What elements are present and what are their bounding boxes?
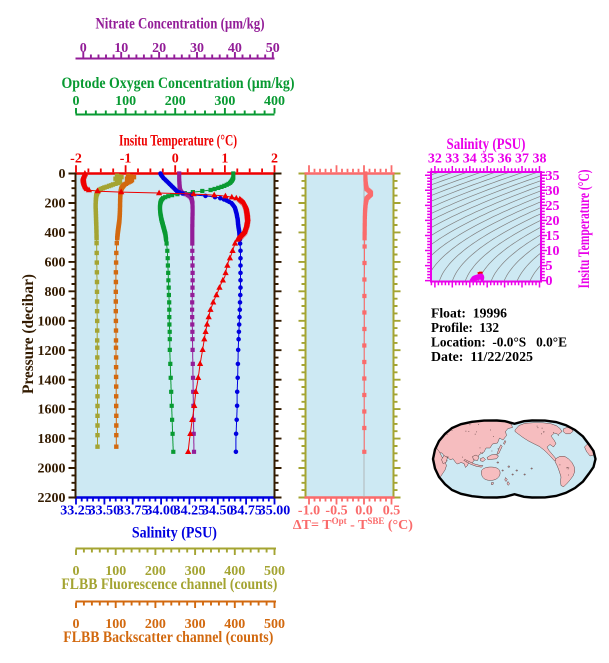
svg-text:25: 25	[546, 199, 560, 214]
svg-text:37: 37	[515, 152, 529, 167]
svg-text:0: 0	[80, 41, 87, 56]
svg-text:33.25: 33.25	[60, 504, 92, 519]
svg-text:200: 200	[145, 617, 166, 632]
svg-text:Location: -0.0°S 0.0°E: Location: -0.0°S 0.0°E	[431, 336, 567, 351]
svg-text:Salinity (PSU): Salinity (PSU)	[132, 525, 217, 542]
svg-text:10: 10	[114, 41, 128, 56]
svg-text:0.0: 0.0	[355, 504, 373, 519]
svg-text:35.00: 35.00	[259, 504, 291, 519]
svg-text:Nitrate Concentration (µm/kg): Nitrate Concentration (µm/kg)	[96, 16, 265, 33]
svg-text:2000: 2000	[38, 462, 66, 477]
svg-text:-0.5: -0.5	[325, 504, 347, 519]
svg-text:Float: 19996: Float: 19996	[431, 307, 507, 322]
svg-text:-2: -2	[70, 152, 82, 167]
svg-text:0: 0	[73, 617, 80, 632]
svg-text:-1: -1	[120, 152, 132, 167]
svg-text:34.00: 34.00	[145, 504, 177, 519]
svg-text:0: 0	[59, 167, 66, 182]
svg-text:Insitu Temperature (°C): Insitu Temperature (°C)	[576, 170, 593, 289]
svg-text:Insitu Temperature (°C): Insitu Temperature (°C)	[119, 133, 237, 150]
svg-text:35: 35	[546, 169, 560, 184]
svg-text:100: 100	[105, 617, 126, 632]
svg-text:34.25: 34.25	[174, 504, 206, 519]
svg-text:20: 20	[152, 41, 166, 56]
svg-text:1600: 1600	[38, 403, 66, 418]
svg-text:Profile: 132: Profile: 132	[431, 321, 499, 336]
svg-text:32: 32	[428, 152, 442, 167]
svg-text:400: 400	[224, 564, 245, 579]
svg-text:1200: 1200	[38, 344, 66, 359]
svg-text:FLBB Fluorescence channel (cou: FLBB Fluorescence channel (counts)	[61, 576, 277, 593]
svg-text:100: 100	[115, 94, 136, 109]
svg-text:200: 200	[45, 197, 66, 212]
svg-text:30: 30	[190, 41, 204, 56]
svg-text:300: 300	[185, 564, 206, 579]
svg-text:100: 100	[105, 564, 126, 579]
svg-text:0: 0	[172, 152, 179, 167]
svg-text:33.75: 33.75	[117, 504, 149, 519]
svg-text:38: 38	[533, 152, 547, 167]
svg-text:Salinity (PSU): Salinity (PSU)	[447, 136, 526, 153]
svg-text:600: 600	[45, 256, 66, 271]
svg-text:20: 20	[546, 214, 560, 229]
svg-text:33.50: 33.50	[89, 504, 121, 519]
svg-text:300: 300	[185, 617, 206, 632]
svg-text:400: 400	[264, 94, 285, 109]
svg-text:0: 0	[73, 94, 80, 109]
svg-text:10: 10	[546, 244, 560, 259]
svg-text:400: 400	[224, 617, 245, 632]
svg-text:ΔT= TOpt - TSBE (°C): ΔT= TOpt - TSBE (°C)	[293, 516, 413, 533]
svg-text:2: 2	[271, 152, 278, 167]
svg-text:1000: 1000	[38, 314, 66, 329]
svg-text:200: 200	[145, 564, 166, 579]
svg-text:200: 200	[165, 94, 186, 109]
svg-text:Date: 11/22/2025: Date: 11/22/2025	[431, 350, 533, 365]
svg-text:36: 36	[498, 152, 512, 167]
svg-text:0: 0	[73, 564, 80, 579]
svg-text:33: 33	[445, 152, 459, 167]
svg-text:5: 5	[546, 259, 553, 274]
svg-text:40: 40	[228, 41, 242, 56]
svg-text:1400: 1400	[38, 373, 66, 388]
svg-text:500: 500	[264, 564, 285, 579]
svg-text:34.50: 34.50	[202, 504, 234, 519]
svg-text:Pressure (decibar): Pressure (decibar)	[20, 274, 37, 394]
svg-text:0: 0	[546, 274, 553, 289]
svg-text:1800: 1800	[38, 432, 66, 447]
svg-text:34.75: 34.75	[230, 504, 262, 519]
svg-text:35: 35	[480, 152, 494, 167]
svg-text:0.5: 0.5	[383, 504, 401, 519]
svg-text:1: 1	[221, 152, 228, 167]
svg-text:34: 34	[463, 152, 477, 167]
svg-text:FLBB Backscatter channel (coun: FLBB Backscatter channel (counts)	[63, 629, 273, 646]
svg-text:30: 30	[546, 184, 560, 199]
svg-text:15: 15	[546, 229, 560, 244]
svg-text:500: 500	[264, 617, 285, 632]
svg-text:400: 400	[45, 226, 66, 241]
svg-text:800: 800	[45, 285, 66, 300]
svg-text:2200: 2200	[38, 491, 66, 506]
svg-text:300: 300	[214, 94, 235, 109]
svg-text:Optode Oxygen Concentration (µ: Optode Oxygen Concentration (µm/kg)	[62, 75, 295, 92]
svg-text:-1.0: -1.0	[298, 504, 320, 519]
svg-text:50: 50	[266, 41, 280, 56]
